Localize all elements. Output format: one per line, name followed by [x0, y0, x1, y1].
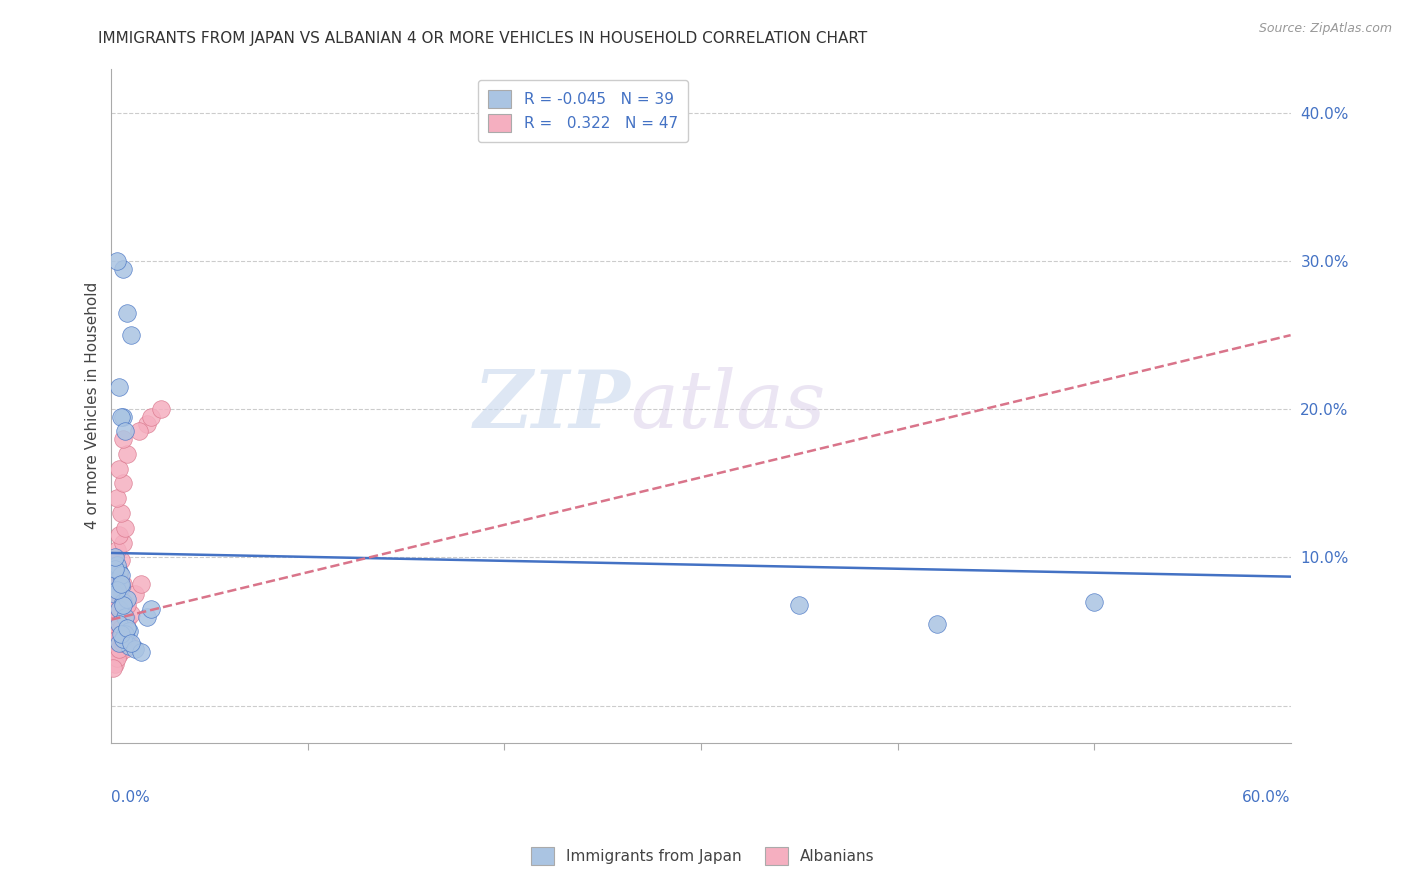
Point — [149, 402, 172, 417]
Point — [104, 657, 127, 671]
Point — [115, 622, 138, 636]
Point — [129, 577, 152, 591]
Point — [925, 617, 948, 632]
Point — [108, 461, 131, 475]
Point — [105, 582, 128, 597]
Point — [104, 562, 127, 576]
Point — [115, 591, 138, 606]
Point — [110, 409, 132, 424]
Point — [139, 602, 162, 616]
Text: ZIP: ZIP — [474, 367, 630, 444]
Point — [108, 565, 131, 579]
Point — [105, 254, 128, 268]
Point — [108, 568, 131, 582]
Point — [110, 577, 132, 591]
Point — [114, 627, 136, 641]
Point — [112, 409, 135, 424]
Point — [108, 647, 131, 661]
Point — [104, 602, 127, 616]
Point — [120, 607, 142, 621]
Point — [114, 425, 136, 439]
Point — [112, 595, 135, 609]
Legend: R = -0.045   N = 39, R =   0.322   N = 47: R = -0.045 N = 39, R = 0.322 N = 47 — [478, 79, 689, 143]
Point — [118, 640, 141, 654]
Point — [114, 521, 136, 535]
Point — [110, 640, 132, 654]
Point — [110, 580, 132, 594]
Point — [103, 617, 125, 632]
Text: 0.0%: 0.0% — [111, 789, 150, 805]
Point — [104, 598, 127, 612]
Point — [105, 609, 128, 624]
Point — [105, 580, 128, 594]
Point — [104, 573, 127, 587]
Point — [1083, 595, 1105, 609]
Point — [110, 622, 132, 636]
Point — [112, 632, 135, 646]
Text: IMMIGRANTS FROM JAPAN VS ALBANIAN 4 OR MORE VEHICLES IN HOUSEHOLD CORRELATION CH: IMMIGRANTS FROM JAPAN VS ALBANIAN 4 OR M… — [98, 31, 868, 46]
Point — [104, 587, 127, 601]
Point — [112, 636, 135, 650]
Point — [115, 447, 138, 461]
Point — [112, 261, 135, 276]
Point — [105, 543, 128, 558]
Point — [105, 558, 128, 572]
Point — [108, 595, 131, 609]
Point — [112, 598, 135, 612]
Point — [105, 582, 128, 597]
Point — [139, 409, 162, 424]
Point — [115, 306, 138, 320]
Point — [112, 432, 135, 446]
Point — [124, 587, 146, 601]
Point — [135, 417, 157, 431]
Point — [108, 380, 131, 394]
Point — [124, 642, 146, 657]
Point — [110, 506, 132, 520]
Point — [108, 565, 131, 579]
Point — [108, 642, 131, 657]
Y-axis label: 4 or more Vehicles in Household: 4 or more Vehicles in Household — [86, 282, 100, 529]
Point — [118, 636, 141, 650]
Text: Source: ZipAtlas.com: Source: ZipAtlas.com — [1258, 22, 1392, 36]
Point — [105, 573, 128, 587]
Point — [120, 328, 142, 343]
Point — [135, 609, 157, 624]
Point — [129, 645, 152, 659]
Point — [110, 627, 132, 641]
Point — [105, 491, 128, 505]
Point — [110, 553, 132, 567]
Point — [118, 624, 141, 639]
Point — [112, 535, 135, 549]
Text: 60.0%: 60.0% — [1241, 789, 1291, 805]
Point — [115, 598, 138, 612]
Point — [115, 613, 138, 627]
Point — [128, 425, 150, 439]
Text: atlas: atlas — [630, 367, 825, 444]
Point — [104, 624, 127, 639]
Point — [112, 577, 135, 591]
Point — [104, 562, 127, 576]
Point — [110, 568, 132, 582]
Point — [120, 636, 142, 650]
Point — [105, 632, 128, 646]
Point — [108, 617, 131, 632]
Point — [787, 598, 810, 612]
Point — [104, 550, 127, 565]
Legend: Immigrants from Japan, Albanians: Immigrants from Japan, Albanians — [526, 841, 880, 871]
Point — [105, 651, 128, 665]
Point — [110, 591, 132, 606]
Point — [112, 476, 135, 491]
Point — [108, 602, 131, 616]
Point — [114, 609, 136, 624]
Point — [108, 528, 131, 542]
Point — [103, 587, 125, 601]
Point — [114, 627, 136, 641]
Point — [103, 661, 125, 675]
Point — [114, 642, 136, 657]
Point — [108, 636, 131, 650]
